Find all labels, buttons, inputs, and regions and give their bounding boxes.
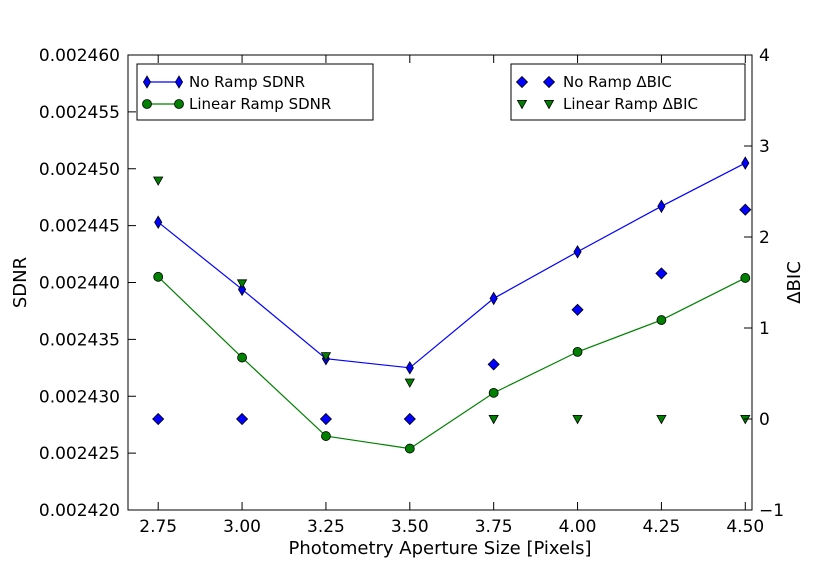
y-right-tick-label: 3 [759,137,770,157]
y-left-tick-label: 0.002455 [39,103,120,123]
legend-label: Linear Ramp ΔBIC [563,95,698,113]
x-tick-label: 3.25 [307,517,345,537]
data-point [489,291,498,306]
y-right-tick-label: 1 [759,319,770,339]
data-point [152,412,165,426]
data-point [488,414,499,425]
y-right-tick-label: −1 [759,501,784,521]
data-point [487,358,500,371]
y-left-tick-label: 0.002450 [39,160,120,180]
legend-marker [174,75,184,89]
data-point [739,203,752,216]
data-point [237,282,247,297]
y-left-tick-label: 0.002445 [39,217,120,237]
x-axis-label: Photometry Aperture Size [Pixels] [289,538,592,559]
data-point [236,279,248,289]
series-line [157,276,746,450]
data-point [488,387,499,398]
x-tick-label: 2.75 [139,517,177,537]
legend-sdnr: No Ramp SDNR Linear Ramp SDNR [136,63,374,121]
y-right-tick-label: 2 [759,228,770,248]
legend-label: Linear Ramp SDNR [189,95,331,113]
plot-marks [152,156,752,454]
legend-marker [543,100,555,110]
legend-label: No Ramp SDNR [189,73,305,91]
data-point [403,412,416,426]
data-point [657,199,666,214]
legend-marker [174,99,184,109]
legend-marker [542,75,556,89]
legend-marker [142,99,152,109]
legend-marker [515,75,529,89]
data-point [153,271,164,282]
x-tick-label: 4.00 [559,517,597,537]
data-point [740,273,751,283]
data-point [741,156,750,170]
data-point [237,352,247,363]
x-tick-label: 3.75 [475,517,513,537]
data-point [572,346,583,357]
data-point [571,303,584,316]
y-axis-label-left: SDNR [10,257,31,308]
data-point [573,245,582,259]
y-left-tick-label: 0.002420 [39,501,120,521]
data-point [572,414,583,425]
legend-entry: No Ramp ΔBIC [515,73,672,91]
series-linear-ramp-bic [153,176,751,425]
axis-ticks: 2.75 3.00 3.25 3.50 3.75 4.00 4.25 4.50 0.002420… [39,46,784,537]
data-point [404,443,415,454]
data-point [153,176,164,186]
y-left-tick-label: 0.002460 [39,46,120,66]
data-point [319,412,333,426]
plot-frame [127,54,753,511]
data-point [655,267,668,280]
x-tick-label: 3.00 [223,517,261,537]
y-left-tick-label: 0.002435 [39,330,120,350]
legend-entry: Linear Ramp SDNR [142,95,331,113]
data-point [656,414,667,425]
legend-label: No Ramp ΔBIC [563,73,672,91]
y-left-tick-label: 0.002440 [39,274,120,294]
data-point [321,431,331,441]
series-no-ramp-bic [152,203,752,426]
legend-box [136,63,374,121]
legend-entry: Linear Ramp ΔBIC [516,95,698,113]
series-linear-ramp-sdnr [153,271,751,454]
data-point [405,361,414,375]
y-left-tick-label: 0.002425 [39,444,120,464]
y-left-tick-label: 0.002430 [39,387,120,407]
legend-marker [142,75,152,89]
y-right-tick-label: 4 [759,46,770,66]
data-point [656,315,667,325]
legend-bic: No Ramp ΔBIC Linear Ramp ΔBIC [510,63,746,121]
series-no-ramp-sdnr [154,156,750,375]
y-axis-label-right: ΔBIC [784,261,805,304]
data-point [320,352,332,362]
x-tick-label: 4.25 [642,517,680,537]
y-right-tick-label: 0 [759,410,770,430]
legend-marker [516,100,528,110]
x-tick-label: 3.50 [391,517,429,537]
data-point [404,378,415,388]
data-point [235,412,249,426]
legend-entry: No Ramp SDNR [142,73,305,91]
x-tick-label: 4.50 [726,517,764,537]
data-point [154,215,163,229]
legend-box [510,63,746,121]
series-line [157,162,746,369]
